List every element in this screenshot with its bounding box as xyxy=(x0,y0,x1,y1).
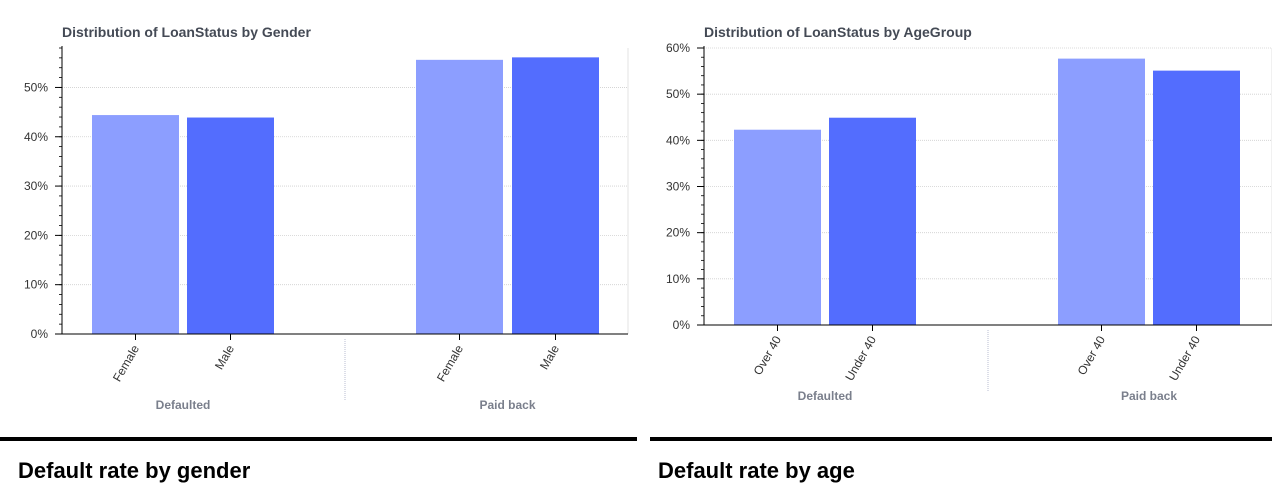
x-tick-label: Over 40 xyxy=(751,333,785,377)
caption-age: Default rate by age xyxy=(658,458,855,483)
group-label: Paid back xyxy=(1121,389,1177,403)
bar xyxy=(1058,58,1145,325)
bar xyxy=(829,117,916,325)
y-tick-label: 50% xyxy=(666,87,690,101)
x-tick-label: Female xyxy=(110,342,142,384)
y-tick-label: 40% xyxy=(24,130,48,144)
y-tick-label: 0% xyxy=(31,327,49,341)
section-divider-right xyxy=(650,437,1272,441)
bar xyxy=(734,129,821,325)
chart-svg-age: Distribution of LoanStatus by AgeGroup 0%… xyxy=(666,24,1272,403)
y-tick-label: 30% xyxy=(666,180,690,194)
y-tick-label: 50% xyxy=(24,80,48,94)
x-tick-label: Male xyxy=(212,342,237,372)
chart-svg-gender: Distribution of LoanStatus by Gender 0% 10… xyxy=(24,24,629,412)
y-tick-label: 20% xyxy=(666,226,690,240)
section-divider-left xyxy=(0,437,637,441)
y-tick-label: 30% xyxy=(24,179,48,193)
y-tick-label: 10% xyxy=(24,278,48,292)
x-tick-label: Over 40 xyxy=(1075,333,1109,377)
chart-title: Distribution of LoanStatus by AgeGroup xyxy=(704,24,972,40)
bar xyxy=(187,117,274,334)
x-tick-label: Under 40 xyxy=(842,333,879,383)
chart-title: Distribution of LoanStatus by Gender xyxy=(62,24,311,40)
group-label: Defaulted xyxy=(798,389,853,403)
x-tick-label: Male xyxy=(537,342,562,372)
y-tick-label: 20% xyxy=(24,228,48,242)
x-tick-label: Female xyxy=(434,342,466,384)
chart-panel-gender: Distribution of LoanStatus by Gender 0% 10… xyxy=(24,24,629,412)
bar xyxy=(1153,70,1240,325)
bar xyxy=(512,57,599,335)
bar xyxy=(416,59,503,335)
y-tick-label: 60% xyxy=(666,41,690,55)
chart-panel-age: Distribution of LoanStatus by AgeGroup 0%… xyxy=(650,0,1272,498)
caption-gender: Default rate by gender xyxy=(18,458,251,483)
group-label: Paid back xyxy=(479,398,535,412)
group-label: Defaulted xyxy=(156,398,211,412)
y-tick-label: 10% xyxy=(666,272,690,286)
y-tick-label: 40% xyxy=(666,133,690,147)
bar xyxy=(92,115,179,334)
y-tick-label: 0% xyxy=(673,318,691,332)
x-tick-label: Under 40 xyxy=(1166,333,1203,383)
